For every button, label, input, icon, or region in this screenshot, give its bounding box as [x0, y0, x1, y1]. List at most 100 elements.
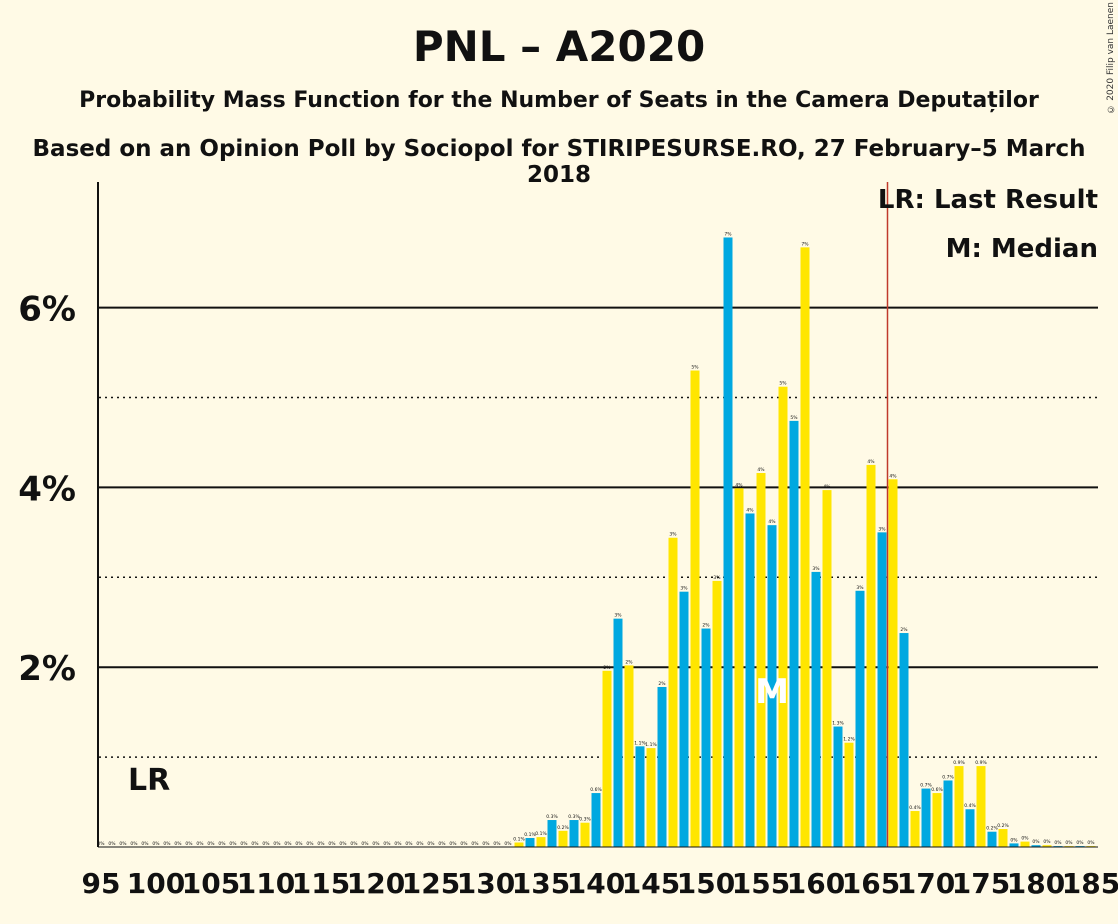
bar-label-seat-129: 0%: [471, 841, 479, 847]
bar-label-seat-154: 4%: [746, 507, 754, 513]
bar-seat-154: [745, 513, 755, 847]
bar-label-seat-126: 0%: [438, 841, 446, 847]
bar-seat-148: [679, 591, 689, 847]
bar-seat-150: [701, 628, 711, 847]
bar-label-seat-101: 0%: [163, 841, 171, 847]
legend-last-result: LR: Last Result: [878, 185, 1098, 215]
bar-label-seat-147: 3%: [669, 532, 677, 538]
bar-seat-164: [855, 590, 865, 847]
bar-label-seat-132: 0%: [504, 841, 512, 847]
bar-seat-178: [1009, 843, 1019, 847]
bar-seat-159: [800, 247, 810, 847]
bar-seat-147: [668, 537, 678, 847]
bar-label-seat-153: 4%: [735, 482, 743, 488]
bar-label-seat-177: 0.2%: [997, 823, 1009, 829]
bars: 0% 0% 0% 0% 0% 0% 0% 0% 0% 0% 0% 0% 0% 0% 0% 0% 0% 0% 0% 0%…: [97, 182, 1096, 847]
x-tick-label: 135: [512, 867, 570, 900]
bar-label-seat-155: 4%: [757, 467, 765, 473]
y-tick-label: 4%: [18, 469, 76, 509]
x-tick-label: 170: [897, 867, 955, 900]
bar-label-seat-156: 4%: [768, 519, 776, 525]
bar-seat-153: [734, 488, 744, 847]
bar-label-seat-107: 0%: [229, 841, 237, 847]
bar-seat-180: [1031, 845, 1041, 847]
bar-label-seat-164: 3%: [856, 585, 864, 591]
x-tick-label: 100: [127, 867, 185, 900]
bar-label-seat-181: 0%: [1043, 839, 1051, 845]
bar-label-seat-111: 0%: [273, 841, 281, 847]
bar-label-seat-105: 0%: [207, 841, 215, 847]
bar-label-seat-158: 5%: [790, 415, 798, 421]
bar-label-seat-119: 0%: [361, 841, 369, 847]
bar-label-seat-123: 0%: [405, 841, 413, 847]
bar-label-seat-141: 2%: [603, 665, 611, 671]
x-tick-label: 165: [842, 867, 900, 900]
bar-label-seat-170: 0.7%: [920, 783, 932, 789]
bar-label-seat-166: 3%: [878, 526, 886, 532]
bar-label-seat-173: 0.9%: [953, 760, 965, 766]
bar-label-seat-136: 0.3%: [546, 814, 558, 820]
bar-seat-141: [602, 670, 612, 847]
bar-label-seat-160: 3%: [812, 566, 820, 572]
bar-label-seat-135: 0.1%: [535, 831, 547, 837]
bar-seat-142: [613, 618, 623, 847]
bar-label-seat-97: 0%: [119, 841, 127, 847]
bar-label-seat-114: 0%: [306, 841, 314, 847]
bar-label-seat-95: 0%: [97, 841, 105, 847]
bar-label-seat-163: 1.2%: [843, 737, 855, 743]
bar-label-seat-134: 0.1%: [524, 832, 536, 838]
bar-label-seat-161: 4%: [823, 484, 831, 490]
bar-seat-175: [976, 766, 986, 847]
bar-label-seat-100: 0%: [152, 841, 160, 847]
bar-label-seat-168: 2%: [900, 627, 908, 633]
bar-label-seat-121: 0%: [383, 841, 391, 847]
bar-label-seat-108: 0%: [240, 841, 248, 847]
bar-label-seat-149: 5%: [691, 365, 699, 371]
bar-label-seat-98: 0%: [130, 841, 138, 847]
bar-seat-155: [756, 473, 766, 847]
bar-label-seat-182: 0%: [1054, 840, 1062, 846]
bar-seat-138: [569, 820, 579, 847]
bar-seat-160: [811, 571, 821, 847]
bar-seat-174: [965, 809, 975, 847]
bar-label-seat-127: 0%: [449, 841, 457, 847]
bar-seat-179: [1020, 841, 1030, 847]
bar-seat-140: [591, 793, 601, 847]
bar-label-seat-180: 0%: [1032, 839, 1040, 845]
bar-label-seat-159: 7%: [801, 241, 809, 247]
x-tick-label: 95: [82, 867, 121, 900]
bar-seat-161: [822, 490, 832, 847]
bar-label-seat-140: 0.6%: [590, 787, 602, 793]
x-tick-label: 145: [622, 867, 680, 900]
bar-label-seat-165: 4%: [867, 459, 875, 465]
bar-seat-139: [580, 822, 590, 847]
bar-label-seat-157: 5%: [779, 381, 787, 387]
bar-label-seat-146: 2%: [658, 681, 666, 687]
bar-label-seat-122: 0%: [394, 841, 402, 847]
bar-seat-145: [646, 748, 656, 847]
bar-label-seat-128: 0%: [460, 841, 468, 847]
bar-seat-133: [514, 842, 524, 847]
bar-seat-134: [525, 838, 535, 847]
x-tick-label: 105: [182, 867, 240, 900]
x-tick-label: 130: [457, 867, 515, 900]
bar-label-seat-151: 3%: [713, 575, 721, 581]
legend-median: M: Median: [946, 234, 1098, 264]
bar-label-seat-131: 0%: [493, 841, 501, 847]
bar-seat-176: [987, 831, 997, 847]
bar-label-seat-184: 0%: [1076, 840, 1084, 846]
bar-seat-173: [954, 766, 964, 847]
bar-seat-181: [1042, 845, 1052, 847]
bar-label-seat-138: 0.3%: [568, 814, 580, 820]
bar-label-seat-142: 3%: [614, 613, 622, 619]
bar-label-seat-99: 0%: [141, 841, 149, 847]
axes: LR 2% 4% 6% 95 100105110115120125130135140145…: [18, 182, 1118, 900]
bar-label-seat-133: 0.1%: [513, 837, 525, 843]
bar-label-seat-116: 0%: [328, 841, 336, 847]
bar-seat-143: [624, 665, 634, 847]
bar-label-seat-113: 0%: [295, 841, 303, 847]
bar-seat-146: [657, 686, 667, 847]
bar-label-seat-130: 0%: [482, 841, 490, 847]
grid-lines: [99, 306, 1098, 758]
